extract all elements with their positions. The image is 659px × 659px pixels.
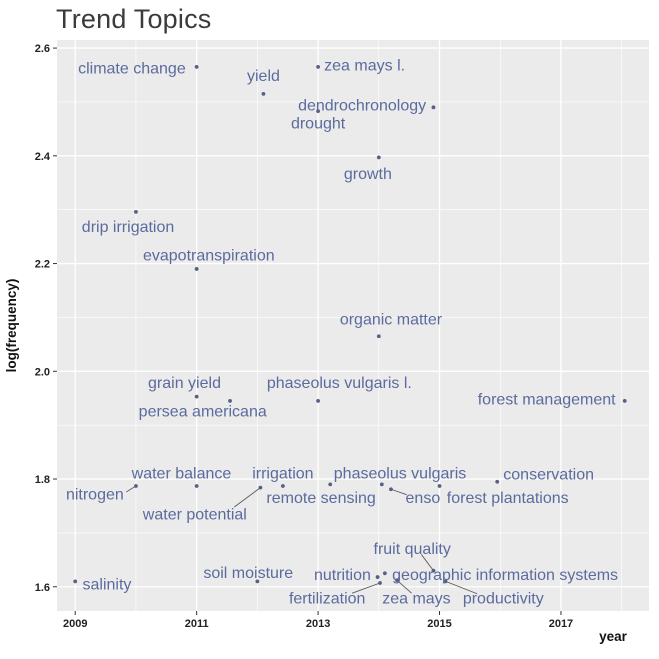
point-label: organic matter <box>340 312 443 329</box>
data-point <box>328 482 333 487</box>
data-point <box>73 579 78 584</box>
y-tick-label: 2.4 <box>35 151 51 163</box>
point-label: phaseolus vulgaris <box>334 466 467 483</box>
point-label: forest management <box>478 391 616 408</box>
x-tick-label: 2017 <box>549 618 573 630</box>
data-point <box>258 485 263 490</box>
point-label: fertilization <box>289 591 365 608</box>
data-point <box>437 484 442 488</box>
data-point <box>375 575 380 579</box>
point-label: nitrogen <box>66 487 124 504</box>
data-point <box>134 209 138 214</box>
point-label: soil moisture <box>203 565 293 582</box>
point-label: conservation <box>503 467 594 484</box>
x-tick-label: 2011 <box>185 618 209 630</box>
point-label: fruit quality <box>374 541 451 558</box>
y-tick-label: 2.6 <box>35 43 50 55</box>
leader-line <box>390 488 407 496</box>
point-label: climate change <box>78 61 186 78</box>
plot-panel <box>57 40 649 611</box>
point-label: evapotranspiration <box>143 247 275 264</box>
x-tick-label: 2015 <box>427 618 451 630</box>
data-point <box>376 155 381 160</box>
point-label: nutrition <box>314 567 371 584</box>
point-label: dendrochronology <box>298 98 426 115</box>
data-point <box>280 484 285 488</box>
y-tick-label: 1.6 <box>35 582 50 594</box>
data-point <box>194 394 199 399</box>
data-point <box>431 568 436 573</box>
point-label: forest plantations <box>447 490 569 507</box>
point-label: remote sensing <box>266 490 375 507</box>
point-label: water potential <box>142 507 247 524</box>
chart-title: Trend Topics <box>56 4 212 34</box>
point-label: persea americana <box>139 404 267 421</box>
data-point <box>382 571 387 576</box>
data-point <box>194 267 199 271</box>
point-label: zea mays <box>382 591 450 608</box>
x-tick-label: 2013 <box>306 618 330 630</box>
data-point <box>228 399 232 403</box>
point-label: growth <box>344 166 392 183</box>
data-point <box>261 91 266 96</box>
data-point <box>378 581 382 585</box>
leader-line <box>351 582 381 594</box>
data-point <box>316 399 320 403</box>
leader-line <box>420 554 434 571</box>
data-point <box>194 484 199 488</box>
data-point <box>316 65 320 69</box>
point-label: productivity <box>463 591 544 608</box>
y-tick-label: 2.0 <box>35 366 50 378</box>
point-label: geographic information systems <box>392 567 618 584</box>
point-label: yield <box>247 68 280 85</box>
point-label: grain yield <box>148 375 221 392</box>
data-point <box>495 479 500 484</box>
point-label: enso <box>406 490 441 507</box>
y-axis-title: log(frequency) <box>4 279 19 373</box>
data-point <box>134 484 138 488</box>
data-point <box>395 578 399 583</box>
leader-line <box>234 487 261 508</box>
y-tick-label: 1.8 <box>35 474 50 486</box>
point-label: irrigation <box>252 466 313 483</box>
point-label: drought <box>291 115 346 132</box>
data-point <box>443 579 448 584</box>
leader-line <box>396 579 412 594</box>
x-tick-label: 2009 <box>63 618 87 630</box>
point-label: drip irrigation <box>82 219 174 236</box>
data-point <box>379 482 384 487</box>
data-point <box>389 487 393 492</box>
data-point <box>194 65 199 69</box>
point-label: zea mays l. <box>324 57 405 74</box>
data-point <box>376 334 381 339</box>
data-point <box>255 579 260 584</box>
leader-line <box>445 580 478 595</box>
data-point <box>316 109 320 114</box>
data-point <box>431 105 436 110</box>
y-tick-label: 2.2 <box>35 259 50 271</box>
point-label: phaseolus vulgaris l. <box>267 375 412 392</box>
point-label: salinity <box>83 577 132 594</box>
x-axis-title: year <box>599 629 628 644</box>
point-label: water balance <box>131 466 232 483</box>
data-point <box>622 399 627 403</box>
